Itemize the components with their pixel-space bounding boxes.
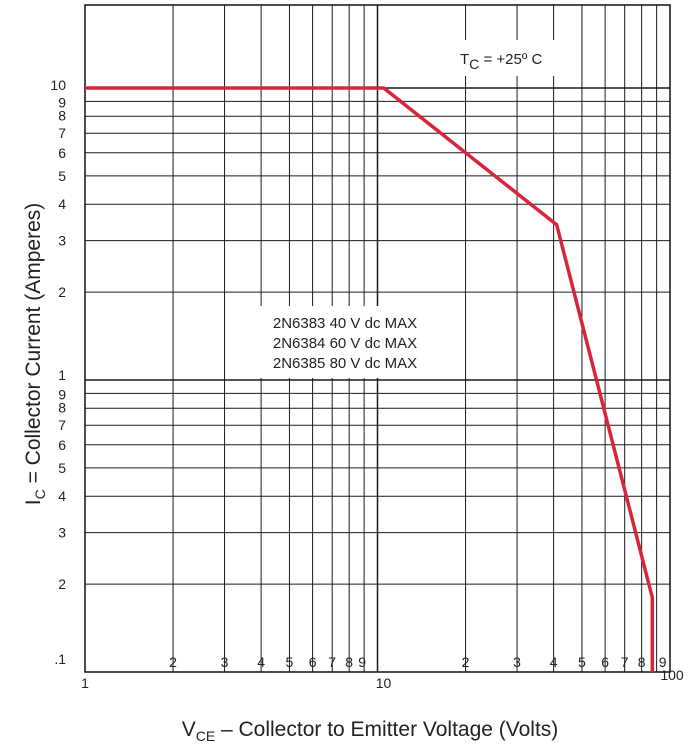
y-axis-title: IC = Collector Current (Amperes)	[22, 203, 48, 505]
x-tick-label: 3	[221, 654, 229, 670]
y-tick-label: 9	[58, 386, 66, 402]
soa-curve-line	[85, 86, 655, 672]
x-tick-label: 2	[462, 654, 470, 670]
x-tick-label: 2	[169, 654, 177, 670]
y-tick-label: 10	[50, 77, 66, 93]
y-tick-label: 5	[58, 168, 66, 184]
y-tick-label: 4	[58, 488, 66, 504]
y-tick-label: 8	[58, 107, 66, 123]
y-tick-label: 6	[58, 145, 66, 161]
y-tick-label: 4	[58, 196, 66, 212]
rating-2n6384: 2N6384 60 V dc MAX	[273, 335, 417, 352]
y-tick-label: 7	[58, 125, 66, 141]
rating-2n6383: 2N6383 40 V dc MAX	[273, 315, 417, 332]
x-tick-label: 8	[345, 654, 353, 670]
y-tick-label: 7	[58, 417, 66, 433]
temperature-label-background	[452, 40, 574, 76]
y-tick-label: 1	[58, 367, 66, 383]
x-tick-label: 9	[659, 654, 667, 670]
plot-frame	[84, 4, 671, 673]
y-tick-label: 6	[58, 437, 66, 453]
y-tick-label: 5	[58, 460, 66, 476]
series-layer	[85, 86, 655, 672]
x-tick-label: 100	[660, 667, 684, 683]
y-tick-label: 3	[58, 525, 66, 541]
x-tick-label: 7	[328, 654, 336, 670]
ratings-label-background	[236, 306, 454, 378]
x-tick-label: 6	[601, 654, 609, 670]
x-tick-label: 6	[309, 654, 317, 670]
x-tick-label: 4	[257, 654, 265, 670]
y-tick-label: 9	[58, 94, 66, 110]
x-tick-label: 5	[286, 654, 294, 670]
x-tick-label: 3	[513, 654, 521, 670]
x-tick-label: 4	[550, 654, 558, 670]
x-tick-label: 8	[638, 654, 646, 670]
x-tick-label: 9	[358, 654, 366, 670]
x-tick-label: 5	[578, 654, 586, 670]
x-tick-label: 10	[376, 675, 392, 691]
temperature-label: TC = +25º C	[460, 51, 542, 72]
y-tick-label: 3	[58, 233, 66, 249]
y-tick-label: 2	[58, 576, 66, 592]
y-tick-label: 8	[58, 399, 66, 415]
rating-2n6385: 2N6385 80 V dc MAX	[273, 355, 417, 372]
y-tick-label: .1	[54, 651, 66, 667]
grid	[84, 5, 671, 673]
y-tick-label: 2	[58, 284, 66, 300]
x-axis-title: VCE – Collector to Emitter Voltage (Volt…	[182, 718, 559, 744]
x-tick-label: 7	[621, 654, 629, 670]
x-tick-label: 1	[81, 675, 89, 691]
